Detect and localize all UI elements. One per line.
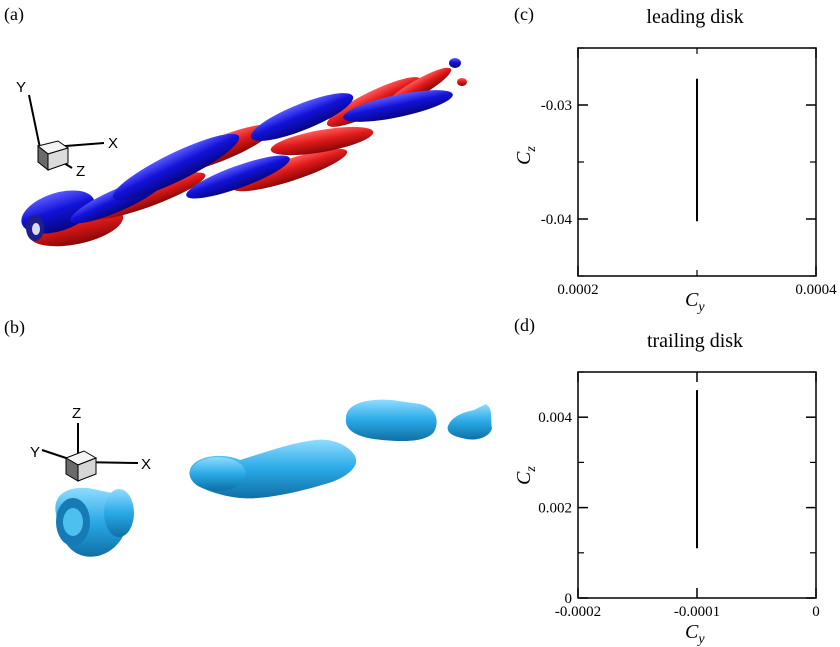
- y-tick-label: -0.03: [541, 98, 572, 114]
- y-tick-label: 0.004: [538, 410, 572, 426]
- y-tick-label: 0: [565, 591, 573, 607]
- axis-z-letter-b: Z: [72, 405, 81, 422]
- panel-b-label: (b): [4, 317, 25, 338]
- x-tick-label: 0: [812, 604, 820, 620]
- axis-y-letter-a: Y: [16, 79, 26, 96]
- axis-x-letter-a: X: [108, 135, 118, 152]
- x-tick-label: 0.0002: [557, 282, 598, 298]
- chart-c-ylabel: Cz: [513, 146, 539, 165]
- axis-z-letter-a: Z: [76, 163, 85, 180]
- axis-triad-a: Y X Z: [16, 79, 118, 180]
- chart-d-title: trailing disk: [647, 330, 743, 352]
- chart-d: (d) trailing disk -0.0002 -0.0001 0 0 0.002 0…: [513, 315, 820, 647]
- chart-d-tick-labels: -0.0002 -0.0001 0 0 0.002 0.004: [538, 410, 820, 620]
- panel-a: (a) Y X Z: [4, 4, 467, 247]
- x-tick-label: 0.0004: [795, 282, 837, 298]
- chart-c-tick-labels: 0.0002 0.0004 -0.03 -0.04: [541, 98, 837, 298]
- panel-c-label: (c): [514, 4, 534, 25]
- chart-c: (c) leading disk 0.0002 0.0004-0.03-0.04 …: [513, 4, 837, 315]
- axis-triad-b: Z X Y: [30, 405, 151, 482]
- chart-d-ylabel: Cz: [513, 466, 539, 485]
- chart-c-title: leading disk: [646, 6, 743, 28]
- chart-d-xlabel: Cy: [685, 621, 705, 647]
- panel-b: (b) Z X Y: [4, 317, 492, 557]
- panel-d-label: (d): [514, 315, 535, 336]
- isosurfaces: [55, 399, 492, 557]
- axis-x-letter-b: X: [141, 456, 151, 473]
- vortex-structures: [21, 58, 467, 247]
- chart-d-ticks: [577, 371, 817, 599]
- chart-c-xlabel: Cy: [685, 289, 705, 315]
- panel-a-label: (a): [4, 4, 24, 25]
- y-tick-label: -0.04: [541, 212, 573, 228]
- y-tick-label: 0.002: [538, 501, 572, 517]
- axis-y-letter-b: Y: [30, 444, 40, 461]
- x-tick-label: -0.0002: [555, 604, 601, 620]
- x-tick-label: -0.0001: [674, 604, 720, 620]
- chart-c-ticks: [577, 47, 817, 277]
